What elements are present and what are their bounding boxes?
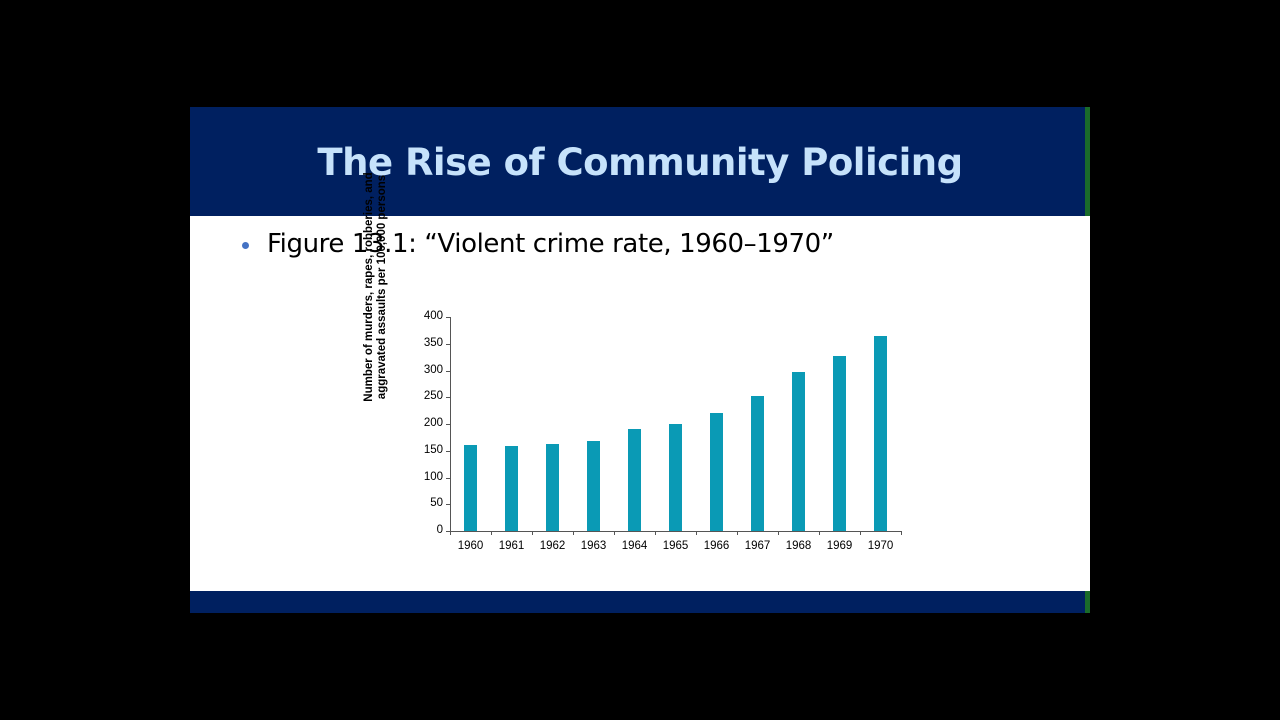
y-axis-line (450, 317, 451, 532)
y-tick-mark (446, 343, 450, 345)
bar-1963 (587, 441, 600, 531)
bar-1961 (505, 446, 518, 531)
y-tick-label: 300 (423, 363, 443, 376)
x-tick-label: 1964 (621, 540, 648, 552)
footer-accent-stripe (1085, 591, 1090, 613)
x-tick-mark (450, 531, 451, 535)
x-tick-mark (491, 531, 492, 535)
x-tick-mark (901, 531, 902, 535)
x-tick-mark (696, 531, 697, 535)
title-bar (190, 107, 1085, 216)
x-tick-mark (614, 531, 615, 535)
x-tick-mark (532, 531, 533, 535)
x-tick-label: 1960 (457, 540, 484, 552)
y-tick-mark (446, 450, 450, 452)
y-tick-label: 100 (423, 470, 443, 483)
x-tick-label: 1967 (744, 540, 771, 552)
x-tick-mark (778, 531, 779, 535)
y-axis-label-line-2: aggravated assaults per 100,000 persons (376, 174, 388, 400)
y-tick-mark (446, 370, 450, 372)
x-tick-label: 1966 (703, 540, 730, 552)
y-tick-mark (446, 424, 450, 425)
bar-1960 (464, 445, 477, 531)
bar-1967 (751, 395, 764, 531)
x-tick-mark (860, 531, 861, 535)
x-tick-mark (655, 531, 656, 535)
bar-1965 (669, 424, 682, 531)
bar-1964 (628, 429, 641, 531)
bar-1969 (833, 355, 846, 531)
bar-1966 (710, 413, 723, 531)
y-tick-mark (446, 504, 450, 506)
y-tick-label: 250 (423, 390, 443, 403)
slide: The Rise of Community Policing Figure 13… (190, 107, 1090, 613)
x-tick-label: 1968 (785, 540, 812, 552)
x-tick-label: 1965 (662, 540, 689, 552)
x-tick-label: 1961 (498, 540, 525, 552)
x-tick-label: 1962 (539, 540, 566, 552)
footer-bar (190, 591, 1085, 613)
x-tick-label: 1969 (826, 540, 853, 552)
y-tick-label: 200 (423, 417, 443, 429)
y-tick-label: 400 (423, 310, 443, 322)
y-tick-label: 150 (423, 443, 443, 456)
bar-1962 (546, 444, 559, 531)
x-tick-mark (573, 531, 574, 535)
x-tick-label: 1970 (867, 540, 894, 552)
y-tick-mark (446, 477, 450, 479)
bullet-item: Figure 13.1: “Violent crime rate, 1960–1… (242, 229, 834, 259)
bar-chart: Number of murders, rapes, robberies, and… (190, 107, 1090, 613)
bullet-text: Figure 13.1: “Violent crime rate, 1960–1… (267, 229, 834, 259)
bar-1968 (792, 371, 805, 531)
y-tick-mark (446, 531, 450, 532)
x-axis-line (450, 531, 901, 532)
slide-title: The Rise of Community Policing (317, 141, 963, 184)
x-tick-mark (819, 531, 820, 535)
y-tick-label: 350 (423, 336, 443, 349)
bullet-dot-icon (242, 241, 249, 249)
x-tick-label: 1963 (580, 540, 607, 552)
x-tick-mark (737, 531, 738, 535)
y-tick-mark (446, 397, 450, 399)
y-axis-label-line-1: Number of murders, rapes, robberies, and (363, 172, 375, 402)
bar-1970 (874, 336, 887, 531)
y-tick-label: 0 (436, 524, 443, 536)
y-tick-label: 50 (430, 497, 443, 510)
y-tick-mark (446, 317, 450, 318)
title-accent-stripe (1085, 107, 1090, 216)
